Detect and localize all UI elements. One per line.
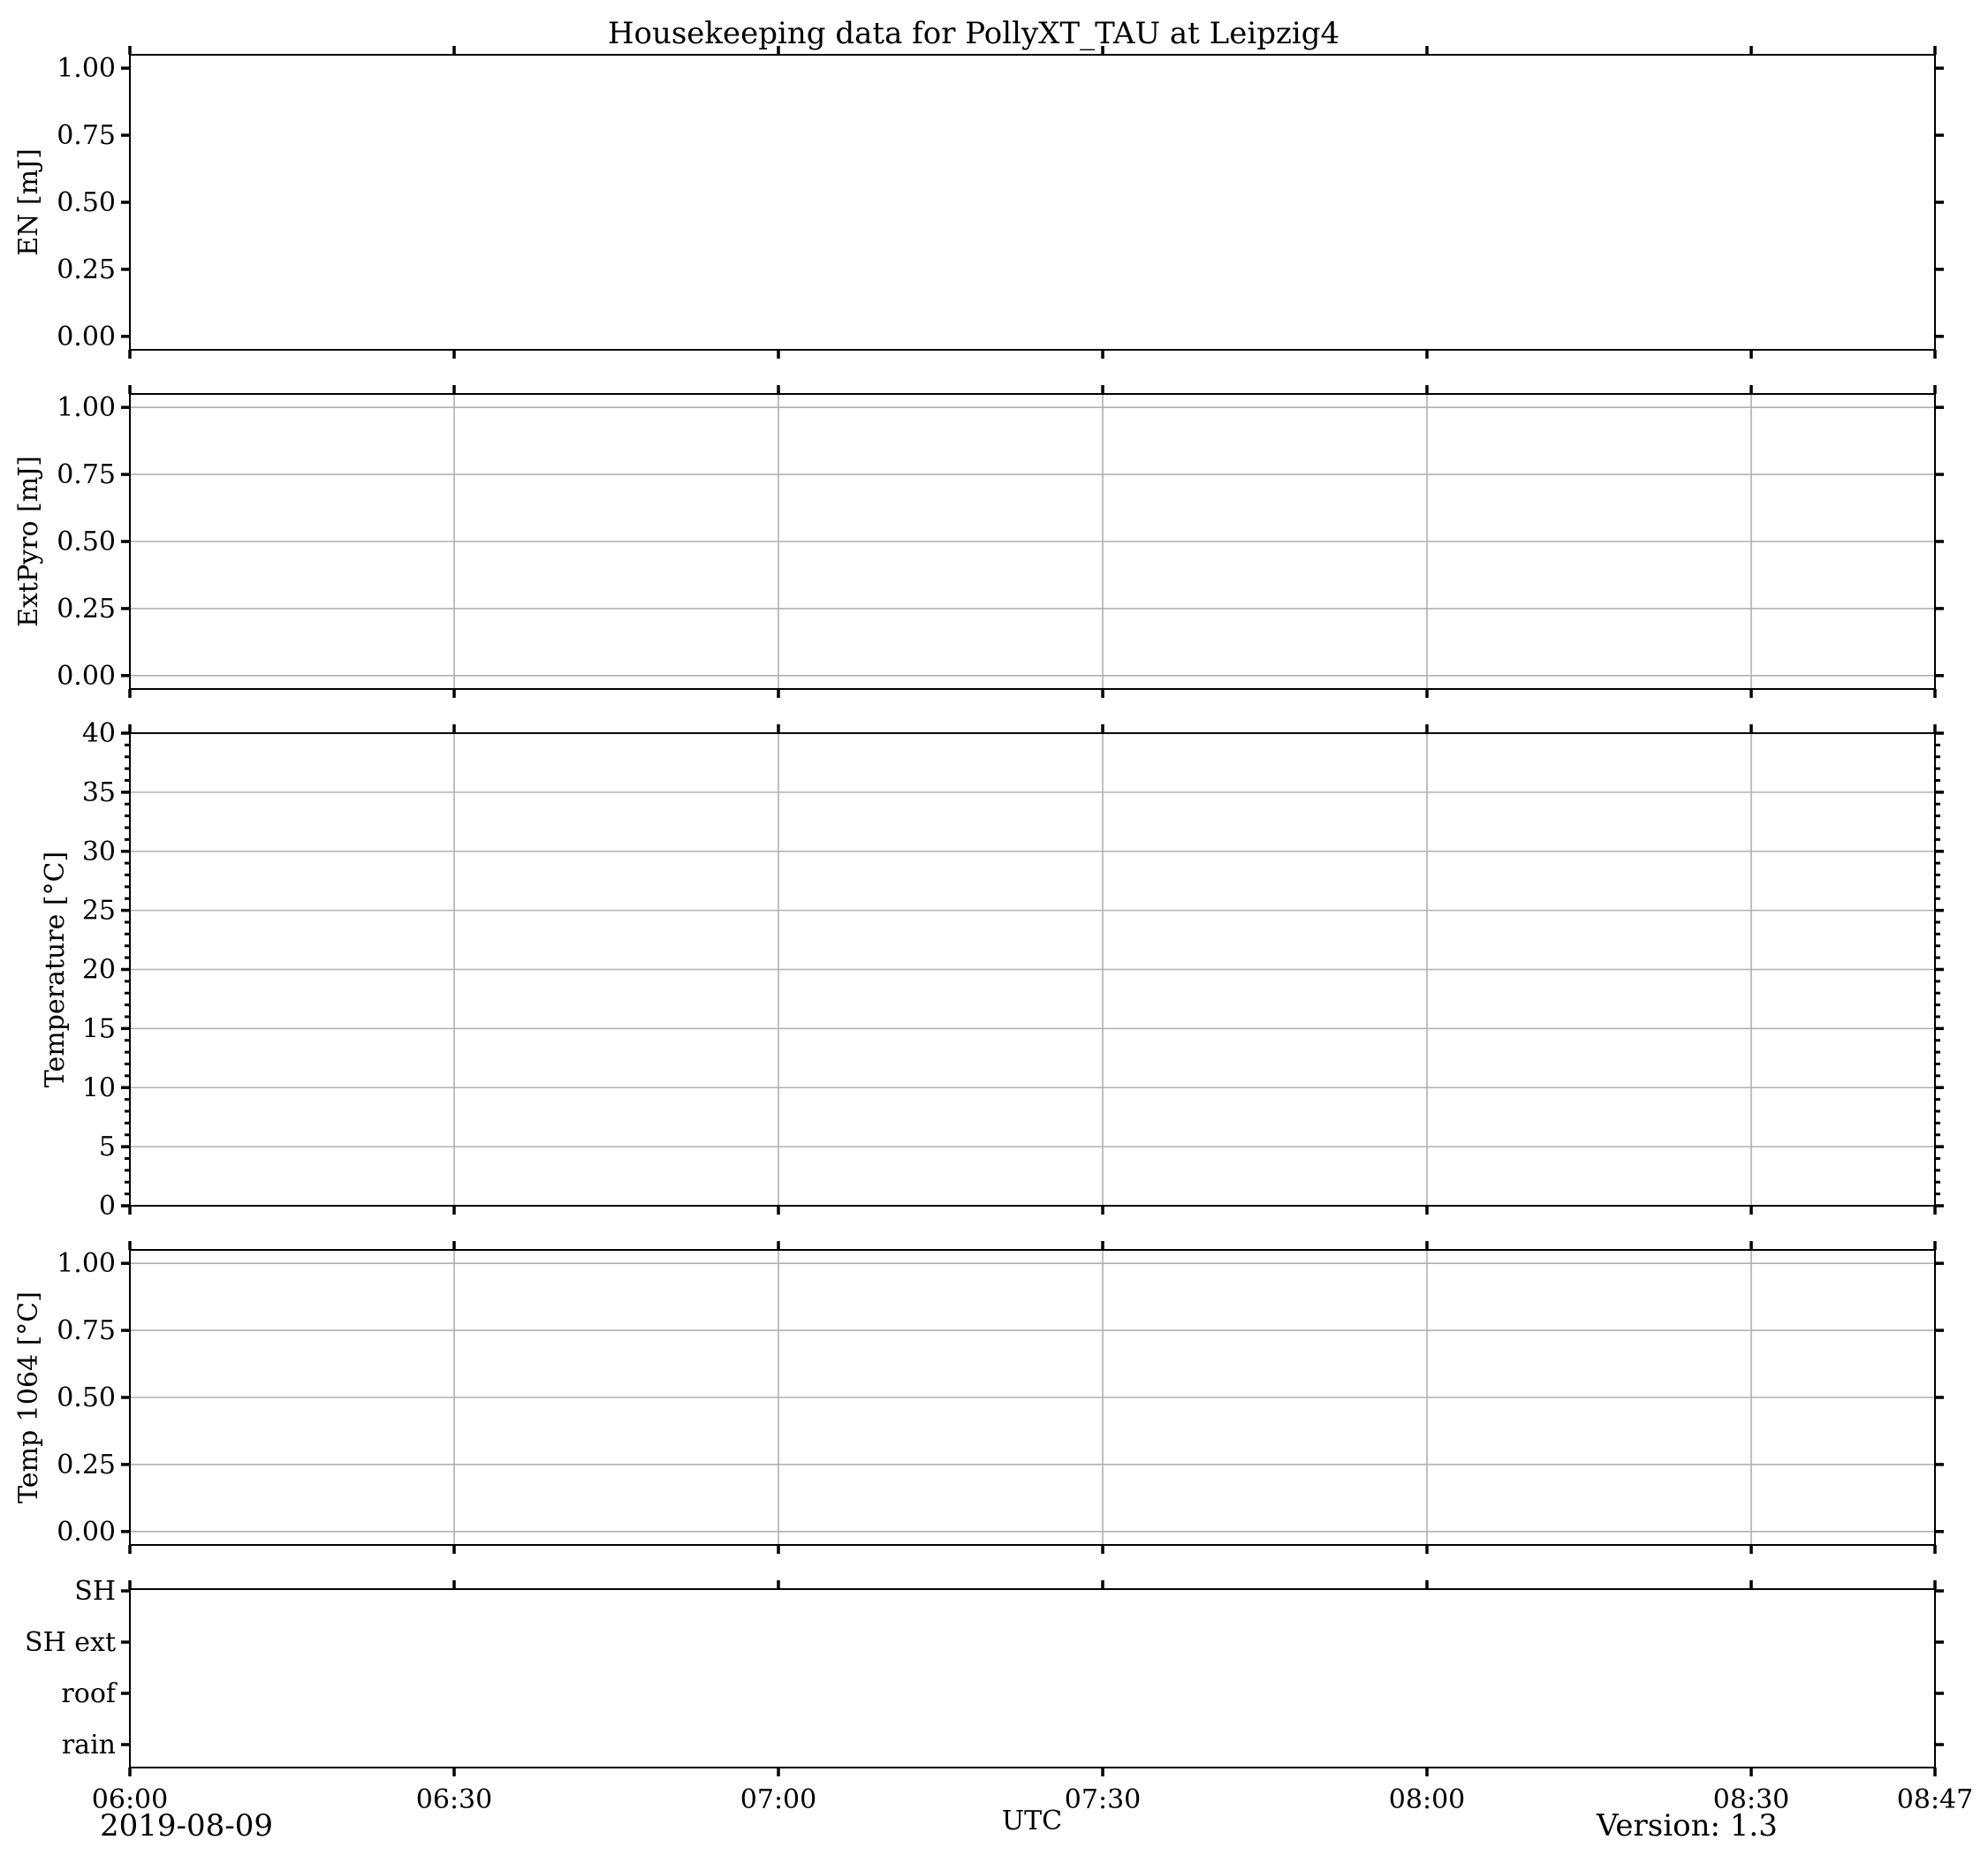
y-tick-label: 25 <box>82 896 116 927</box>
y-tick-label: 0.00 <box>57 1517 116 1548</box>
y-tick-label: 0.75 <box>57 120 116 151</box>
y-axis-label: Temp 1064 [°C] <box>13 1291 44 1503</box>
y-tick-label: 0.00 <box>57 322 116 352</box>
y-tick-label: 0.50 <box>57 1382 116 1413</box>
y-tick-label: 0.25 <box>57 1450 116 1480</box>
y-tick-label: 0.50 <box>57 526 116 557</box>
date-label: 2019-08-09 <box>100 1808 273 1844</box>
x-tick-label: 08:47 <box>1897 1784 1973 1815</box>
y-tick-label: 5 <box>99 1132 116 1162</box>
y-tick-label: 40 <box>82 718 116 749</box>
y-axis-label: Temperature [°C] <box>40 852 71 1087</box>
panel-3: 0 5 10 15 20 25 30 35 40 Temperature [°C] <box>40 718 1944 1222</box>
x-axis-label: UTC <box>1002 1806 1062 1836</box>
y-tick-label: 20 <box>82 955 116 986</box>
y-tick-label: SH ext <box>25 1627 116 1658</box>
y-tick-label: 1.00 <box>57 1248 116 1279</box>
x-tick-label: 08:30 <box>1713 1784 1789 1815</box>
y-tick-label: 10 <box>82 1072 116 1103</box>
x-tick-label: 06:30 <box>416 1784 492 1815</box>
y-tick-label: 0.75 <box>57 1315 116 1346</box>
x-tick-label: 06:00 <box>92 1784 168 1815</box>
panel-2: 0.00 0.25 0.50 0.75 1.00 ExtPyro [mJ] <box>13 385 1944 698</box>
y-tick-label: SH <box>74 1576 116 1607</box>
figure-title: Housekeeping data for PollyXT_TAU at Lei… <box>608 16 1339 51</box>
axes-frame <box>129 1588 1936 1768</box>
y-tick-label: 1.00 <box>57 392 116 423</box>
x-tick-label: 08:00 <box>1389 1784 1465 1815</box>
y-tick-label: 15 <box>82 1013 116 1044</box>
panel-5: SH SH ext roof rain 06:00 06:30 07:00 07:30 08:0… <box>25 1576 1973 1815</box>
y-tick-label: roof <box>61 1678 117 1709</box>
y-tick-label: 0.25 <box>57 254 116 285</box>
y-tick-label: 0.50 <box>57 187 116 218</box>
version-label: Version: 1.3 <box>1596 1808 1778 1844</box>
panel-4: 0.00 0.25 0.50 0.75 1.00 Temp 1064 [°C] <box>13 1241 1944 1554</box>
y-tick-label: 0.75 <box>57 459 116 490</box>
y-tick-label: 0.25 <box>57 594 116 625</box>
y-axis-label: EN [mJ] <box>13 148 44 256</box>
x-tick-label: 07:00 <box>740 1784 816 1815</box>
x-tick-label: 07:30 <box>1065 1784 1141 1815</box>
y-axis-label: ExtPyro [mJ] <box>13 456 44 627</box>
y-tick-label: 0 <box>99 1191 116 1222</box>
panel-1: 0.00 0.25 0.50 0.75 1.00 EN [mJ] <box>13 46 1944 359</box>
y-tick-label: rain <box>62 1730 116 1760</box>
y-tick-label: 0.00 <box>57 661 116 692</box>
y-tick-label: 1.00 <box>57 53 116 84</box>
y-tick-label: 35 <box>82 777 116 808</box>
y-tick-label: 30 <box>82 837 116 867</box>
